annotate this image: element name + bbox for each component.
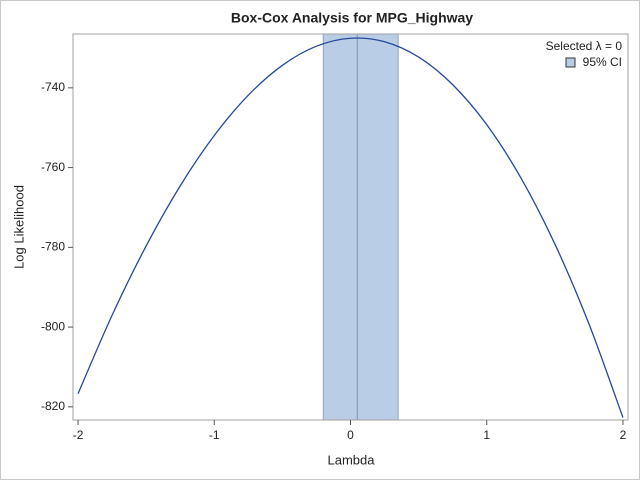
ci-band (322, 33, 399, 421)
y-tick-label: -800 (41, 319, 65, 333)
x-tick-label: 2 (620, 428, 627, 442)
x-tick-label: 1 (483, 428, 490, 442)
y-tick-label: -760 (41, 160, 65, 174)
x-tick-label: -2 (73, 428, 84, 442)
y-axis-label: Log Likelihood (11, 185, 26, 269)
x-axis-label: Lambda (328, 452, 376, 467)
legend-ci-label: 95% CI (583, 55, 622, 69)
y-tick-label: -740 (41, 80, 65, 94)
chart-title: Box-Cox Analysis for MPG_Highway (231, 10, 473, 26)
y-tick-label: -780 (41, 240, 65, 254)
legend-selected: Selected λ = 0 (546, 39, 623, 53)
x-tick-label: -1 (209, 428, 220, 442)
likelihood-curve (77, 37, 624, 418)
y-tick-label: -820 (41, 399, 65, 413)
legend-ci-swatch (565, 57, 576, 68)
x-tick-label: 0 (347, 428, 354, 442)
